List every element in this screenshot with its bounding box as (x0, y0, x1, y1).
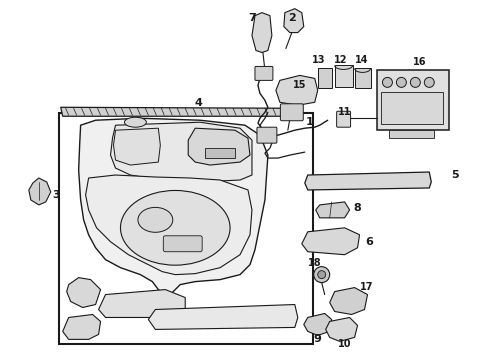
Polygon shape (188, 128, 250, 165)
Circle shape (410, 77, 420, 87)
Polygon shape (61, 107, 298, 116)
Text: 15: 15 (293, 80, 307, 90)
Polygon shape (114, 128, 160, 165)
Ellipse shape (138, 207, 173, 232)
Text: 2: 2 (288, 13, 295, 23)
Text: 18: 18 (308, 258, 321, 268)
Polygon shape (252, 13, 272, 53)
Circle shape (383, 77, 392, 87)
Circle shape (314, 267, 330, 283)
Circle shape (424, 77, 434, 87)
Bar (318, 68, 332, 88)
Text: 12: 12 (334, 55, 347, 66)
FancyBboxPatch shape (257, 127, 277, 143)
Ellipse shape (121, 190, 230, 265)
Polygon shape (63, 315, 100, 339)
Polygon shape (284, 9, 304, 32)
Text: 10: 10 (338, 339, 351, 349)
Bar (382, 92, 443, 124)
Text: 11: 11 (338, 107, 351, 117)
Text: 5: 5 (451, 170, 459, 180)
Text: 14: 14 (355, 55, 368, 66)
FancyBboxPatch shape (337, 111, 350, 127)
Polygon shape (29, 178, 51, 205)
Text: 1: 1 (306, 117, 314, 127)
Polygon shape (305, 172, 431, 190)
Text: 7: 7 (248, 13, 256, 23)
Text: 6: 6 (366, 237, 373, 247)
Polygon shape (67, 278, 100, 307)
Bar (390, 130, 434, 138)
Text: 9: 9 (314, 334, 321, 345)
Text: 13: 13 (312, 55, 325, 66)
Polygon shape (78, 118, 268, 294)
Bar (59, 113, 313, 345)
Bar (205, 148, 235, 158)
FancyBboxPatch shape (280, 104, 303, 121)
Polygon shape (316, 202, 349, 218)
Polygon shape (86, 175, 252, 275)
Text: 8: 8 (354, 203, 362, 213)
Text: 17: 17 (360, 282, 373, 292)
Text: 3: 3 (52, 190, 60, 200)
Polygon shape (326, 318, 358, 341)
Bar (377, 71, 449, 130)
Circle shape (318, 271, 326, 279)
Polygon shape (98, 289, 185, 318)
Polygon shape (330, 288, 368, 315)
Polygon shape (148, 305, 298, 329)
Bar (355, 68, 370, 88)
Circle shape (396, 77, 406, 87)
Polygon shape (276, 75, 318, 105)
Bar (335, 66, 353, 87)
Text: 16: 16 (413, 58, 426, 67)
Polygon shape (304, 314, 332, 336)
Ellipse shape (124, 117, 147, 127)
FancyBboxPatch shape (163, 236, 202, 252)
Polygon shape (302, 228, 360, 255)
Text: 4: 4 (194, 98, 202, 108)
FancyBboxPatch shape (255, 67, 273, 80)
Polygon shape (111, 122, 252, 182)
